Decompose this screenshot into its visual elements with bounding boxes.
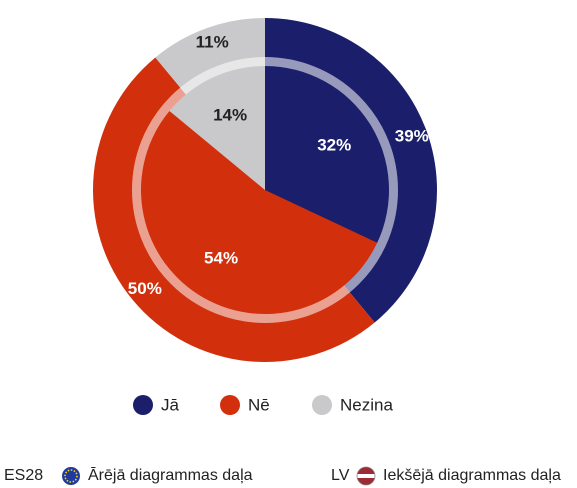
value-label: 39% bbox=[395, 127, 429, 146]
eu-flag-icon bbox=[62, 467, 80, 485]
pie: 39% 50% 11% 32% 54% 14% bbox=[92, 17, 438, 363]
value-label: 32% bbox=[317, 136, 351, 155]
footer: ES28 Ārējā diagrammas daļa LV Iekšējā di… bbox=[4, 466, 561, 486]
legend-label: Nezina bbox=[340, 395, 393, 414]
legend-swatch bbox=[133, 395, 153, 415]
value-label: 14% bbox=[213, 105, 247, 124]
series-name: LV bbox=[331, 467, 350, 484]
legend-label: Nē bbox=[248, 395, 270, 414]
series-description: Iekšējā diagrammas daļa bbox=[383, 467, 561, 484]
legend-swatch bbox=[220, 395, 240, 415]
series-name: ES28 bbox=[4, 467, 43, 484]
pie-slice bbox=[169, 66, 265, 190]
ring-separator bbox=[132, 57, 398, 323]
value-label: 11% bbox=[196, 33, 229, 52]
lv-flag-icon bbox=[356, 466, 376, 486]
value-label: 54% bbox=[204, 249, 238, 268]
pie-slice bbox=[265, 66, 389, 243]
legend-label: Jā bbox=[161, 395, 180, 414]
value-label: 50% bbox=[128, 279, 162, 298]
legend-swatch bbox=[312, 395, 332, 415]
legend: Jā Nē Nezina bbox=[133, 395, 393, 415]
pie-slice bbox=[141, 110, 378, 314]
series-description: Ārējā diagrammas daļa bbox=[88, 466, 253, 484]
